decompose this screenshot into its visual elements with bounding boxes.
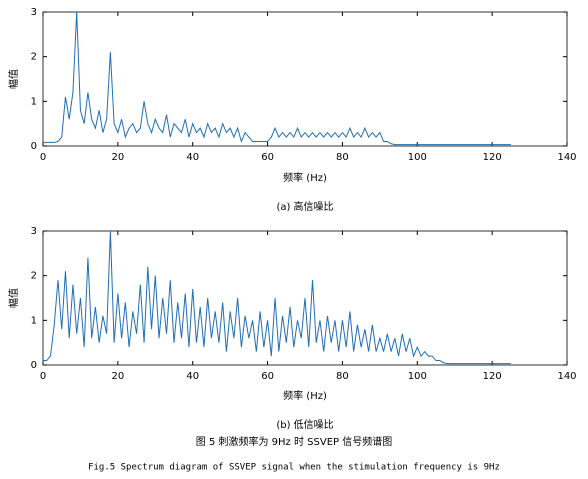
x-tick-label: 20 xyxy=(111,152,124,163)
y-tick-label: 2 xyxy=(31,52,37,63)
y-tick-label: 2 xyxy=(31,271,37,282)
x-tick-label: 100 xyxy=(408,371,427,382)
x-axis-label: 频率 (Hz) xyxy=(283,389,327,402)
x-axis-label: 频率 (Hz) xyxy=(283,171,327,184)
y-tick-label: 3 xyxy=(31,226,37,237)
x-tick-label: 60 xyxy=(261,152,274,163)
x-tick-label: 120 xyxy=(483,152,502,163)
x-tick-label: 140 xyxy=(557,152,576,163)
y-tick-label: 3 xyxy=(31,7,37,18)
figure-caption: 图 5 刺激频率为 9Hz 时 SSVEP 信号频谱图 xyxy=(196,435,392,448)
chart: 0 20 40 60 80 100 120 140 0 1 2 3 频率 (Hz) 幅值 (b) 低信噪比 xyxy=(7,226,577,431)
x-tick-label: 0 xyxy=(40,371,46,382)
y-tick-label: 0 xyxy=(31,360,37,371)
x-tick-label: 140 xyxy=(557,371,576,382)
y-axis-label: 幅值 xyxy=(7,69,20,89)
x-tick-label: 20 xyxy=(111,371,124,382)
subcaption: (a) 高信噪比 xyxy=(276,200,333,213)
subcaption: (b) 低信噪比 xyxy=(276,418,333,431)
chart: 0 20 40 60 80 100 120 140 0 1 2 3 频率 (Hz) 幅值 (a) 高信噪比 xyxy=(7,7,577,213)
spectrum-line xyxy=(43,230,511,365)
y-tick-label: 1 xyxy=(31,315,37,326)
x-tick-label: 40 xyxy=(186,371,199,382)
x-tick-label: 60 xyxy=(261,371,274,382)
x-tick-label: 40 xyxy=(186,152,199,163)
y-axis-label: 幅值 xyxy=(7,288,20,308)
x-tick-label: 120 xyxy=(483,371,502,382)
x-tick-label: 80 xyxy=(336,152,349,163)
y-tick-label: 0 xyxy=(31,141,37,152)
figure-caption-en: Fig.5 Spectrum diagram of SSVEP signal w… xyxy=(88,463,500,473)
y-tick-label: 1 xyxy=(31,96,37,107)
plot-frame xyxy=(42,11,568,147)
x-tick-label: 100 xyxy=(408,152,427,163)
x-tick-label: 80 xyxy=(336,371,349,382)
plot-frame xyxy=(42,230,568,366)
spectrum-line xyxy=(43,11,511,146)
x-tick-label: 0 xyxy=(40,152,46,163)
